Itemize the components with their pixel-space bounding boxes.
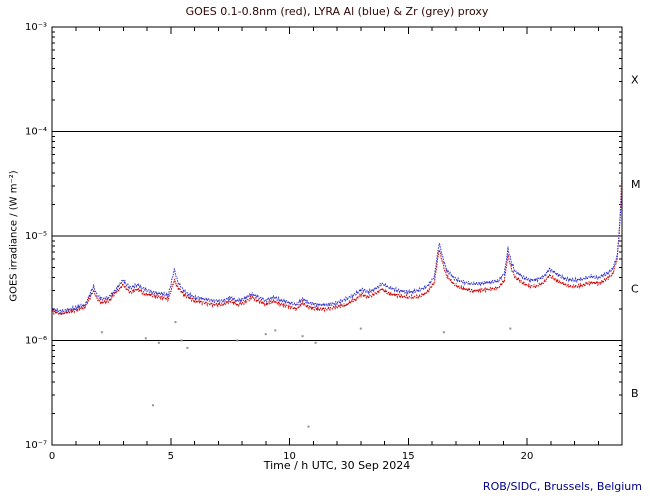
x-tick-label: 10 (283, 451, 296, 462)
credit-text: ROB/SIDC, Brussels, Belgium (482, 480, 642, 493)
x-tick-label: 15 (402, 451, 415, 462)
x-tick-label: 0 (49, 451, 55, 462)
axes (51, 26, 623, 446)
chart-title: GOES 0.1-0.8nm (red), LYRA Al (blue) & Z… (185, 5, 489, 18)
x-axis-label: Time / h UTC, 30 Sep 2024 (263, 459, 411, 472)
flare-class-label: B (631, 387, 639, 400)
x-tick-label: 20 (521, 451, 534, 462)
flare-class-label: X (631, 73, 639, 86)
y-tick-label: 10⁻³ (25, 22, 47, 33)
series-goes (52, 167, 622, 317)
y-tick-label: 10⁻⁵ (25, 231, 47, 242)
y-tick-label: 10⁻⁴ (25, 127, 47, 138)
flare-class-label: M (631, 178, 641, 191)
x-tick-label: 5 (168, 451, 174, 462)
axis-tick-labels: 0 5 10 15 20 10⁻³ 10⁻⁴ 10⁻⁵ 10⁻⁶ 10⁻⁷ X M C B (25, 22, 641, 462)
y-tick-label: 10⁻⁷ (25, 440, 47, 451)
y-axis-label: GOES irradiance / (W m⁻²) (8, 170, 20, 302)
y-tick-label: 10⁻⁶ (25, 336, 47, 347)
series-lyra_al (52, 179, 622, 315)
series-lyra_zr (100, 321, 512, 428)
series-layer (52, 167, 622, 428)
flare-class-label: C (631, 282, 639, 295)
